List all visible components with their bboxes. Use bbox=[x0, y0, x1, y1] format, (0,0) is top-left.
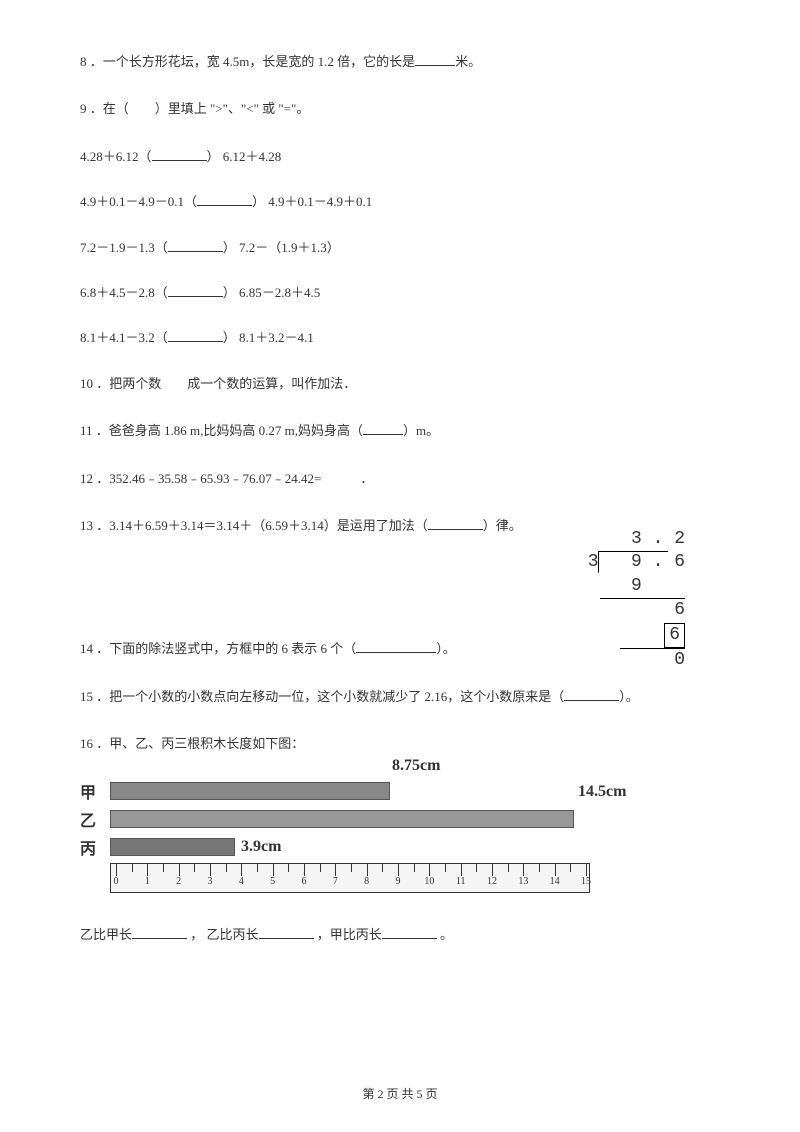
question-15: 15 ．把一个小数的小数点向左移动一位，这个小数就减少了 2.16，这个小数原来… bbox=[80, 685, 720, 708]
blank bbox=[382, 925, 437, 939]
bar-bing: 丙 3.9cm bbox=[80, 835, 720, 859]
q9-subline: 7.2－1.9－1.3（） 7.2－（1.9＋1.3） bbox=[80, 236, 720, 259]
bars-figure: 8.75cm 14.5cm 甲 乙 丙 3.9cm 01234567891011… bbox=[80, 779, 720, 893]
bar-bing-text: 3.9cm bbox=[241, 838, 281, 856]
q11-text-b: ）m。 bbox=[403, 423, 439, 438]
q9-subline: 6.8＋4.5－2.8（） 6.85－2.8＋4.5 bbox=[80, 281, 720, 304]
q8-text-b: 米。 bbox=[455, 54, 481, 69]
bar-yi: 乙 bbox=[80, 807, 720, 831]
blank bbox=[152, 147, 207, 161]
bar-jia-label: 甲 bbox=[80, 779, 110, 803]
bar-jia-fill bbox=[110, 782, 390, 800]
blank bbox=[197, 192, 252, 206]
blank bbox=[168, 283, 223, 297]
q13-num: 13 bbox=[80, 518, 93, 533]
blank bbox=[132, 925, 187, 939]
q8-num: 8 bbox=[80, 54, 87, 69]
blank bbox=[168, 238, 223, 252]
blank bbox=[168, 328, 223, 342]
q10-num: 10 bbox=[80, 376, 93, 391]
bar-yi-label: 乙 bbox=[80, 807, 110, 831]
question-9: 9 ．在（ ）里填上 ">"、"<" 或 "="。 bbox=[80, 97, 720, 120]
q14-text-a: ．下面的除法竖式中，方框中的 6 表示 6 个（ bbox=[96, 641, 356, 656]
q11-num: 11 bbox=[80, 423, 93, 438]
question-8: 8 ．一个长方形花坛，宽 4.5m，长是宽的 1.2 倍，它的长是 米。 bbox=[80, 50, 720, 73]
bar-bing-label: 丙 bbox=[80, 835, 110, 859]
q16b-d: 。 bbox=[440, 927, 453, 942]
div-dividend: 9 . 6 bbox=[631, 552, 685, 572]
q16-text: ．甲、乙、丙三根积木长度如下图： bbox=[96, 736, 304, 751]
q15-text-b: ）。 bbox=[619, 689, 639, 704]
q12-text: ．352.46﹣35.58﹣65.93﹣76.07﹣24.42= ． bbox=[96, 471, 373, 486]
q9-subline: 4.28＋6.12（） 6.12＋4.28 bbox=[80, 145, 720, 168]
question-11: 11 ．爸爸身高 1.86 m,比妈妈高 0.27 m,妈妈身高（ ）m。 bbox=[80, 419, 720, 442]
blank bbox=[415, 52, 455, 66]
bar-yi-fill bbox=[110, 810, 574, 828]
div-quotient: 3 . 2 bbox=[570, 528, 685, 551]
q16-num: 16 bbox=[80, 736, 93, 751]
q15-text-a: ．把一个小数的小数点向左移动一位，这个小数就减少了 2.16，这个小数原来是（ bbox=[96, 689, 564, 704]
q12-num: 12 bbox=[80, 471, 93, 486]
q13-text-b: ）律。 bbox=[483, 518, 522, 533]
div-dividend-row: 3 9 . 6 bbox=[570, 551, 685, 574]
blank bbox=[259, 925, 314, 939]
q16b-b: ， 乙比丙长 bbox=[190, 927, 258, 942]
q13-text-a: ．3.14＋6.59＋3.14＝3.14＋（6.59＋3.14）是运用了加法（ bbox=[96, 518, 428, 533]
label-875: 8.75cm bbox=[392, 757, 440, 775]
page-footer: 第 2 页 共 5 页 bbox=[0, 1085, 800, 1102]
blank bbox=[356, 639, 436, 653]
bar-bing-fill bbox=[110, 838, 235, 856]
div-divisor: 3 bbox=[588, 552, 599, 572]
q9-text: ．在（ ）里填上 ">"、"<" 或 "="。 bbox=[90, 101, 310, 116]
ruler: 0123456789101112131415 bbox=[110, 863, 590, 893]
question-14: 14 ．下面的除法竖式中，方框中的 6 表示 6 个（ ）。 bbox=[80, 637, 720, 660]
q16b-c: ，甲比丙长 bbox=[317, 927, 382, 942]
q9-subline: 4.9＋0.1－4.9－0.1（） 4.9＋0.1－4.9＋0.1 bbox=[80, 190, 720, 213]
q14-num: 14 bbox=[80, 641, 93, 656]
q15-num: 15 bbox=[80, 689, 93, 704]
question-16: 16 ．甲、乙、丙三根积木长度如下图： bbox=[80, 732, 720, 755]
q9-lines: 4.28＋6.12（） 6.12＋4.28 4.9＋0.1－4.9－0.1（） 4… bbox=[80, 145, 720, 350]
q16b-a: 乙比甲长 bbox=[80, 927, 132, 942]
q9-num: 9 bbox=[80, 101, 87, 116]
q11-text-a: ．爸爸身高 1.86 m,比妈妈高 0.27 m,妈妈身高（ bbox=[96, 423, 363, 438]
question-16b: 乙比甲长 ， 乙比丙长 ，甲比丙长 。 bbox=[80, 923, 720, 946]
blank bbox=[564, 687, 619, 701]
q9-subline: 8.1＋4.1－3.2（） 8.1＋3.2－4.1 bbox=[80, 326, 720, 349]
q8-text-a: ．一个长方形花坛，宽 4.5m，长是宽的 1.2 倍，它的长是 bbox=[90, 54, 415, 69]
question-12: 12 ．352.46﹣35.58﹣65.93﹣76.07﹣24.42= ． bbox=[80, 467, 720, 490]
question-10: 10 ．把两个数 成一个数的运算，叫作加法． bbox=[80, 372, 720, 395]
q10-text: ．把两个数 成一个数的运算，叫作加法． bbox=[96, 376, 356, 391]
blank bbox=[428, 516, 483, 530]
label-145: 14.5cm bbox=[578, 783, 626, 801]
div-rule1: 6 bbox=[600, 598, 685, 622]
div-step1: 9 bbox=[570, 575, 685, 598]
q14-text-b: ）。 bbox=[436, 641, 456, 656]
blank bbox=[363, 421, 403, 435]
